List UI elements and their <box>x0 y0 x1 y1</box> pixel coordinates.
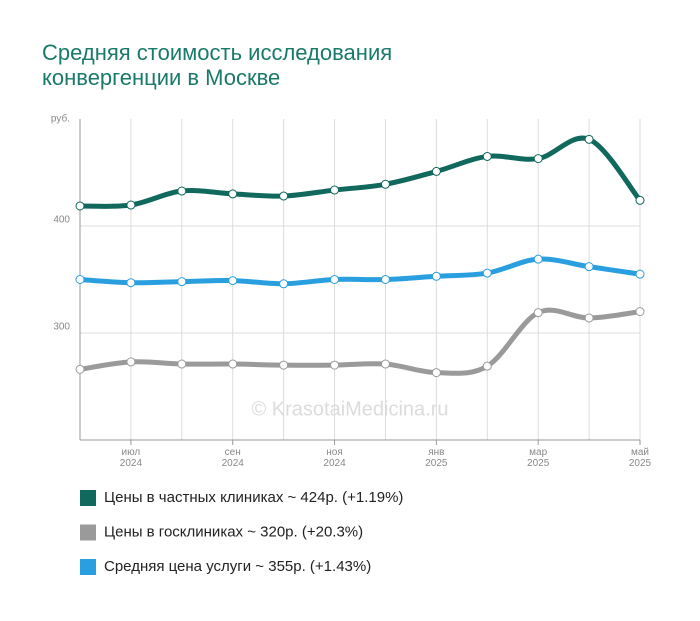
y-axis-label: руб. <box>51 113 70 125</box>
data-point <box>126 278 136 288</box>
legend-swatch <box>80 559 96 575</box>
data-point <box>75 201 85 211</box>
data-point <box>330 275 340 284</box>
data-point <box>584 262 594 272</box>
legend-label: Цены в госклиниках ~ 320р. (+20.3%) <box>104 523 363 540</box>
data-point <box>635 269 645 279</box>
data-point <box>431 368 441 378</box>
data-point <box>380 359 390 369</box>
data-point <box>279 279 289 289</box>
data-point <box>431 271 441 281</box>
series-line <box>77 307 643 376</box>
data-point <box>482 268 492 278</box>
data-point <box>330 185 340 195</box>
data-point <box>75 275 85 284</box>
x-tick-label: янв 2025 <box>425 447 448 469</box>
y-tick-label: 300 <box>53 322 70 333</box>
series-line <box>77 256 643 287</box>
data-point <box>177 277 187 287</box>
data-point <box>228 359 238 369</box>
data-point <box>584 134 594 144</box>
chart-title: Средняя стоимость исследования <box>42 40 392 65</box>
x-tick-label: июл 2024 <box>120 447 143 469</box>
legend-label: Цены в частных клиниках ~ 424р. (+1.19%) <box>104 489 403 506</box>
data-point <box>584 313 594 323</box>
data-point <box>533 154 543 164</box>
data-point <box>330 360 340 370</box>
data-point <box>635 307 645 317</box>
data-point <box>279 360 289 370</box>
data-point <box>177 186 187 196</box>
data-point <box>228 189 238 199</box>
watermark: © KrasotaiMedicina.ru <box>251 398 448 420</box>
data-point <box>177 359 187 369</box>
x-tick-label: сен 2024 <box>222 447 245 469</box>
data-point <box>126 200 136 210</box>
data-point <box>228 276 238 286</box>
data-point <box>635 195 645 205</box>
data-point <box>380 275 390 284</box>
series-line <box>77 135 643 209</box>
data-point <box>431 166 441 176</box>
legend-swatch <box>80 490 96 506</box>
data-point <box>126 357 136 367</box>
data-point <box>380 179 390 189</box>
chart-title: конвергенции в Москве <box>42 65 280 90</box>
data-point <box>482 361 492 371</box>
x-tick-label: мар 2025 <box>527 447 550 469</box>
y-tick-label: 400 <box>53 215 70 226</box>
legend-label: Средняя цена услуги ~ 355р. (+1.43%) <box>104 558 371 575</box>
data-point <box>533 254 543 264</box>
x-tick-label: ноя 2024 <box>323 447 346 469</box>
data-point <box>279 191 289 201</box>
data-point <box>75 364 85 374</box>
legend-swatch <box>80 524 96 541</box>
data-point <box>533 308 543 318</box>
data-point <box>482 151 492 161</box>
x-tick-label: май 2025 <box>629 447 652 469</box>
